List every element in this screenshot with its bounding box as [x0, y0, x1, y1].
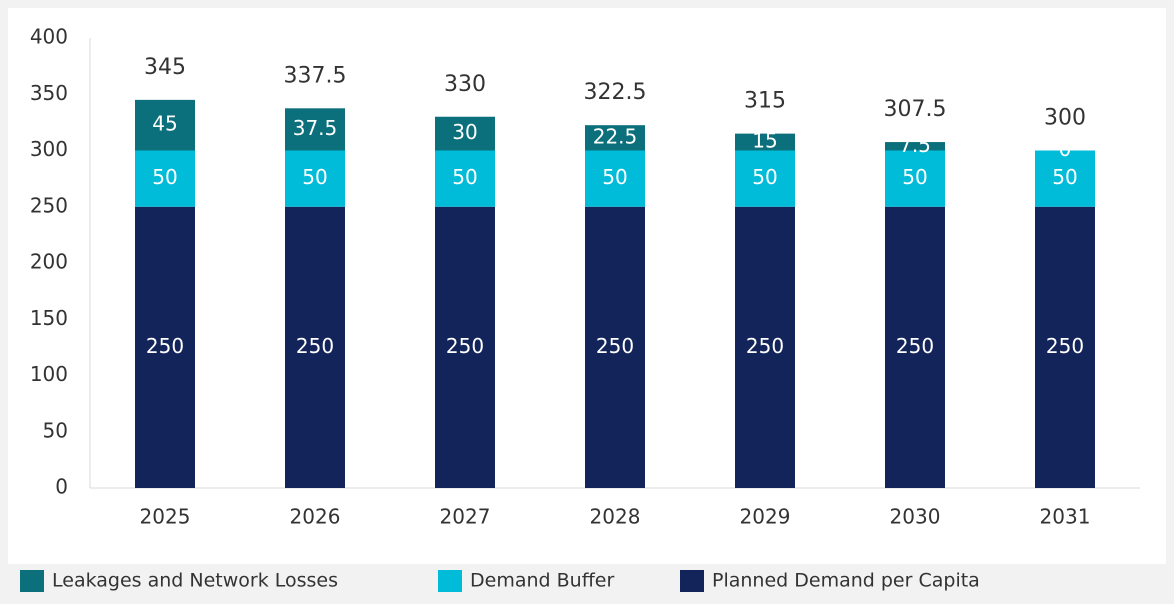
- bar-segment: [735, 133, 795, 151]
- data-label: 50: [902, 165, 927, 189]
- data-label: 50: [152, 165, 177, 189]
- total-label: 345: [144, 55, 186, 80]
- legend-swatch: [680, 570, 704, 592]
- y-tick-label: 0: [55, 475, 68, 499]
- total-label: 330: [444, 72, 486, 97]
- bar-segment: [585, 206, 645, 488]
- y-tick-label: 200: [30, 250, 68, 274]
- legend-label: Demand Buffer: [470, 570, 614, 592]
- data-label: 50: [1052, 165, 1077, 189]
- x-tick-label: 2025: [140, 505, 191, 529]
- y-tick-label: 350: [30, 81, 68, 105]
- bar-segment: [135, 99, 195, 151]
- total-label: 322.5: [584, 80, 647, 105]
- legend-swatch: [20, 570, 44, 592]
- x-tick-label: 2026: [290, 505, 341, 529]
- y-tick-label: 400: [30, 25, 68, 49]
- bar-segment: [1035, 150, 1095, 207]
- bar-segment: [285, 150, 345, 207]
- total-label: 315: [744, 89, 786, 114]
- data-label: 15: [752, 129, 777, 153]
- bar-segment: [885, 150, 945, 207]
- legend-label: Planned Demand per Capita: [712, 570, 980, 592]
- data-label: 50: [752, 165, 777, 189]
- legend-swatch: [438, 570, 462, 592]
- x-tick-label: 2031: [1040, 505, 1091, 529]
- x-tick-label: 2028: [590, 505, 641, 529]
- bar-segment: [135, 150, 195, 207]
- x-tick-label: 2029: [740, 505, 791, 529]
- bar-segment: [735, 206, 795, 488]
- data-label: 250: [146, 334, 184, 358]
- data-label: 250: [596, 334, 634, 358]
- bar-segment: [585, 150, 645, 207]
- total-label: 300: [1044, 106, 1086, 131]
- bar-segment: [135, 206, 195, 488]
- legend-label: Leakages and Network Losses: [52, 570, 338, 592]
- y-tick-label: 250: [30, 193, 68, 217]
- data-label: 50: [602, 165, 627, 189]
- total-label: 307.5: [884, 97, 947, 122]
- data-label: 50: [452, 165, 477, 189]
- bar-segment: [435, 150, 495, 207]
- x-tick-label: 2027: [440, 505, 491, 529]
- data-label: 7.5: [899, 133, 931, 157]
- bar-segment: [1035, 206, 1095, 488]
- bar-segment: [585, 125, 645, 151]
- data-label: 30: [452, 120, 477, 144]
- bar-segment: [285, 108, 345, 151]
- data-label: 250: [1046, 334, 1084, 358]
- bar-segment: [735, 150, 795, 207]
- bar-segment: [435, 206, 495, 488]
- x-tick-label: 2030: [890, 505, 941, 529]
- data-label: 37.5: [293, 116, 338, 140]
- data-label: 250: [296, 334, 334, 358]
- y-tick-label: 100: [30, 362, 68, 386]
- bar-segment: [885, 142, 945, 151]
- bar-segment: [285, 206, 345, 488]
- bar-segment: [885, 206, 945, 488]
- y-tick-label: 300: [30, 137, 68, 161]
- data-label: 22.5: [593, 124, 638, 148]
- data-label: 45: [152, 112, 177, 136]
- y-tick-label: 50: [43, 418, 68, 442]
- data-label: 250: [746, 334, 784, 358]
- data-label: 50: [302, 165, 327, 189]
- data-label: 250: [896, 334, 934, 358]
- y-tick-label: 150: [30, 306, 68, 330]
- bar-segment: [435, 116, 495, 151]
- data-label: 0: [1059, 137, 1072, 161]
- data-label: 250: [446, 334, 484, 358]
- total-label: 337.5: [284, 63, 347, 88]
